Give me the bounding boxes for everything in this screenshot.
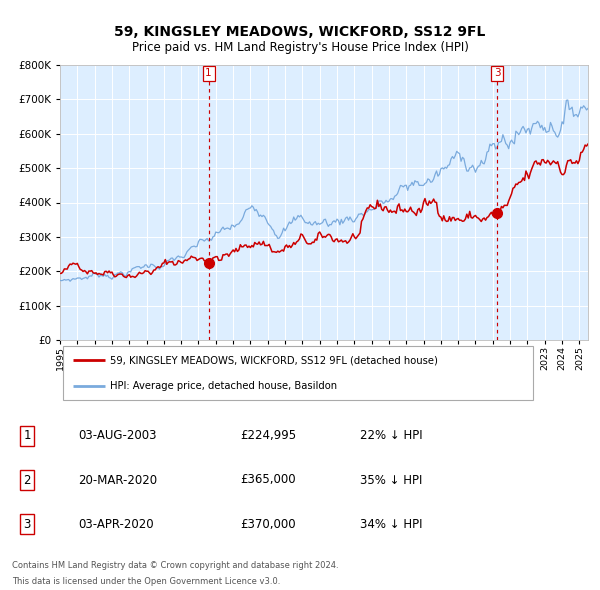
Text: HPI: Average price, detached house, Basildon: HPI: Average price, detached house, Basi… xyxy=(110,381,337,391)
Text: This data is licensed under the Open Government Licence v3.0.: This data is licensed under the Open Gov… xyxy=(12,578,280,586)
Text: 2: 2 xyxy=(23,474,31,487)
Text: 03-AUG-2003: 03-AUG-2003 xyxy=(78,429,157,442)
Text: 59, KINGSLEY MEADOWS, WICKFORD, SS12 9FL (detached house): 59, KINGSLEY MEADOWS, WICKFORD, SS12 9FL… xyxy=(110,355,438,365)
Text: 34% ↓ HPI: 34% ↓ HPI xyxy=(360,518,422,531)
Text: Price paid vs. HM Land Registry's House Price Index (HPI): Price paid vs. HM Land Registry's House … xyxy=(131,41,469,54)
Text: Contains HM Land Registry data © Crown copyright and database right 2024.: Contains HM Land Registry data © Crown c… xyxy=(12,561,338,570)
Text: £365,000: £365,000 xyxy=(240,474,296,487)
Text: 03-APR-2020: 03-APR-2020 xyxy=(78,518,154,531)
Text: 1: 1 xyxy=(23,429,31,442)
Text: 3: 3 xyxy=(23,518,31,531)
Text: £370,000: £370,000 xyxy=(240,518,296,531)
FancyBboxPatch shape xyxy=(62,346,533,399)
Text: 59, KINGSLEY MEADOWS, WICKFORD, SS12 9FL: 59, KINGSLEY MEADOWS, WICKFORD, SS12 9FL xyxy=(115,25,485,39)
Text: 3: 3 xyxy=(494,68,500,78)
Text: 20-MAR-2020: 20-MAR-2020 xyxy=(78,474,157,487)
Text: 1: 1 xyxy=(205,68,212,78)
Text: £224,995: £224,995 xyxy=(240,429,296,442)
Text: 22% ↓ HPI: 22% ↓ HPI xyxy=(360,429,422,442)
Text: 35% ↓ HPI: 35% ↓ HPI xyxy=(360,474,422,487)
